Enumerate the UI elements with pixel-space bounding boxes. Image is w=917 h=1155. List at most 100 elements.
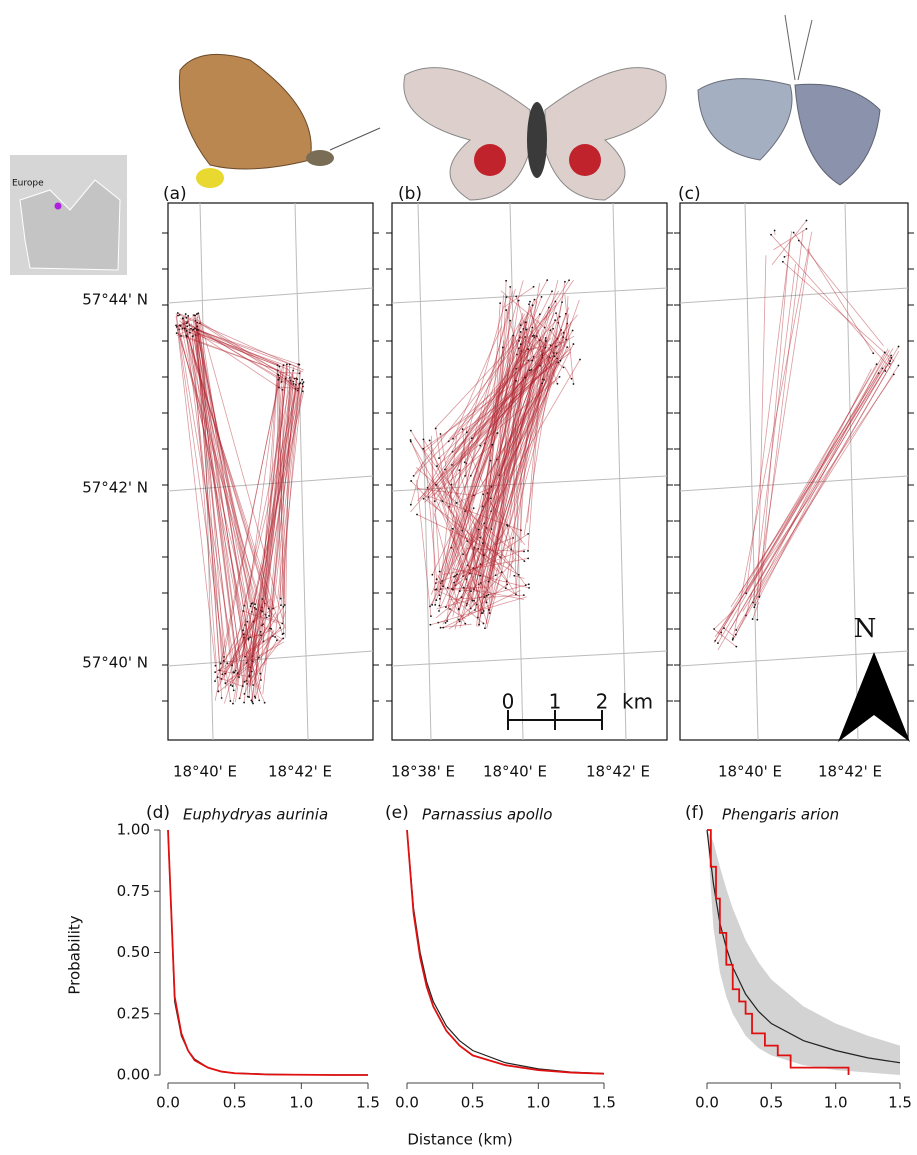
fix — [442, 627, 444, 629]
fix — [496, 432, 498, 434]
y-tick-label: 1.00 — [117, 821, 150, 839]
fix — [528, 583, 530, 585]
fix — [732, 639, 734, 641]
fix — [234, 671, 236, 673]
fix — [431, 574, 433, 576]
fix — [440, 433, 442, 435]
chart-title: Phengaris arion — [722, 806, 839, 824]
fix — [891, 357, 893, 359]
fix — [239, 697, 241, 699]
fix — [528, 587, 530, 589]
x-tick-label: 1.5 — [888, 1094, 912, 1112]
panel-label: (f) — [685, 803, 704, 823]
fix — [505, 309, 507, 311]
fix — [571, 378, 573, 380]
fix — [444, 469, 446, 471]
fix — [782, 261, 784, 263]
fix — [192, 335, 194, 337]
fix — [284, 604, 286, 606]
fix — [180, 335, 182, 337]
butterfly-b — [404, 68, 666, 200]
fix — [246, 621, 248, 623]
location-dot — [55, 203, 62, 210]
fix — [551, 290, 553, 292]
fix — [752, 618, 754, 620]
scale-unit: km — [622, 690, 653, 714]
x-tick-label: 0.0 — [156, 1094, 180, 1112]
fix — [221, 697, 223, 699]
fix — [276, 639, 278, 641]
x-tick-label: 1.0 — [824, 1094, 848, 1112]
fix — [243, 633, 245, 635]
fix — [573, 383, 575, 385]
fix — [806, 220, 808, 222]
fix — [281, 623, 283, 625]
fix — [770, 234, 772, 236]
fix — [735, 634, 737, 636]
fix — [483, 623, 485, 625]
fix — [293, 383, 295, 385]
fix — [479, 445, 481, 447]
fix — [898, 365, 900, 367]
fix — [489, 612, 491, 614]
fix — [483, 554, 485, 556]
fix — [277, 379, 279, 381]
fix — [872, 352, 874, 354]
fix — [232, 703, 234, 705]
x-tick-label: 0.5 — [223, 1094, 247, 1112]
fix — [466, 431, 468, 433]
fix — [282, 637, 284, 639]
fix — [456, 574, 458, 576]
x-tick-label: 18°42' E — [818, 763, 882, 781]
fix — [449, 608, 451, 610]
fix — [470, 475, 472, 477]
fix — [505, 587, 507, 589]
fix — [479, 575, 481, 577]
fix — [564, 281, 566, 283]
fix — [197, 312, 199, 314]
fix — [890, 355, 892, 357]
butterfly-a — [179, 54, 380, 188]
curve — [407, 830, 604, 1074]
fix — [416, 514, 418, 516]
fix — [486, 595, 488, 597]
fix — [458, 619, 460, 621]
fix — [439, 598, 441, 600]
fix — [527, 557, 529, 559]
fix — [559, 376, 561, 378]
fix — [438, 610, 440, 612]
fix — [252, 703, 254, 705]
y-tick-label: 57°44' N — [82, 291, 148, 309]
fix — [186, 330, 188, 332]
fix — [410, 430, 412, 432]
fix — [505, 280, 507, 282]
x-tick-label: 1.5 — [592, 1094, 616, 1112]
fix — [429, 624, 431, 626]
fix — [534, 299, 536, 301]
fix — [473, 507, 475, 509]
north-label: N — [854, 614, 877, 644]
scale-label: 1 — [549, 690, 562, 714]
fix — [196, 326, 198, 328]
fix — [481, 612, 483, 614]
fix — [557, 383, 559, 385]
x-tick-label: 18°40' E — [718, 763, 782, 781]
fix — [495, 574, 497, 576]
fix — [482, 493, 484, 495]
fix — [545, 347, 547, 349]
fix — [525, 584, 527, 586]
y-tick-label: 0.00 — [117, 1066, 150, 1084]
fix — [423, 438, 425, 440]
butterfly-c — [698, 15, 880, 185]
fix — [224, 682, 226, 684]
fix — [573, 343, 575, 345]
fix — [429, 605, 431, 607]
fix — [229, 700, 231, 702]
fix — [298, 383, 300, 385]
fix — [884, 352, 886, 354]
fix — [756, 619, 758, 621]
